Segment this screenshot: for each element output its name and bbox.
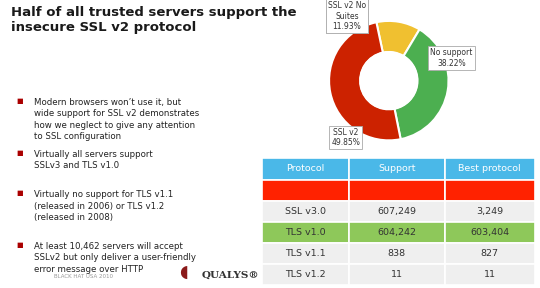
FancyBboxPatch shape (349, 179, 444, 201)
Text: Half of all trusted servers support the
insecure SSL v2 protocol: Half of all trusted servers support the … (11, 6, 296, 34)
Text: 604,242: 604,242 (377, 228, 416, 237)
Text: SSL v3.0: SSL v3.0 (285, 207, 326, 216)
FancyBboxPatch shape (262, 201, 349, 222)
Text: Best protocol: Best protocol (458, 164, 521, 173)
Text: ■: ■ (16, 190, 23, 196)
Text: QUALYS®: QUALYS® (202, 270, 259, 279)
Text: Modern browsers won’t use it, but
wide support for SSL v2 demonstrates
how we ne: Modern browsers won’t use it, but wide s… (34, 98, 199, 141)
Wedge shape (376, 21, 420, 56)
FancyBboxPatch shape (444, 158, 535, 179)
Text: 607,249: 607,249 (377, 207, 416, 216)
FancyBboxPatch shape (262, 179, 349, 201)
Circle shape (360, 52, 417, 109)
Wedge shape (395, 29, 449, 139)
FancyBboxPatch shape (349, 201, 444, 222)
Text: Virtually no support for TLS v1.1
(released in 2006) or TLS v1.2
(released in 20: Virtually no support for TLS v1.1 (relea… (34, 190, 173, 222)
Text: SSL v2
49.85%: SSL v2 49.85% (332, 128, 360, 147)
Text: ■: ■ (16, 98, 23, 104)
FancyBboxPatch shape (444, 201, 535, 222)
Text: 838: 838 (388, 249, 406, 258)
Text: 11: 11 (391, 270, 403, 279)
Text: ■: ■ (16, 150, 23, 156)
Text: SSL v2.0: SSL v2.0 (285, 185, 326, 195)
Text: TLS v1.0: TLS v1.0 (285, 228, 326, 237)
FancyBboxPatch shape (444, 222, 535, 243)
Text: At least 10,462 servers will accept
SSLv2 but only deliver a user-friendly
error: At least 10,462 servers will accept SSLv… (34, 242, 196, 274)
Text: Protocol: Protocol (286, 164, 325, 173)
Text: No support
38.22%: No support 38.22% (430, 48, 472, 68)
FancyBboxPatch shape (349, 264, 444, 285)
Text: 827: 827 (481, 249, 498, 258)
FancyBboxPatch shape (349, 158, 444, 179)
Text: 3,249: 3,249 (476, 207, 503, 216)
Wedge shape (329, 22, 401, 140)
FancyBboxPatch shape (444, 264, 535, 285)
FancyBboxPatch shape (444, 243, 535, 264)
FancyBboxPatch shape (349, 243, 444, 264)
Text: 302,886: 302,886 (377, 185, 416, 195)
Text: SSL v2 No
Suites
11.93%: SSL v2 No Suites 11.93% (328, 1, 366, 31)
FancyBboxPatch shape (262, 243, 349, 264)
Text: TLS v1.2: TLS v1.2 (285, 270, 326, 279)
Text: SSL v2 No
Suites
11.93%: SSL v2 No Suites 11.93% (328, 1, 366, 31)
Text: 11: 11 (484, 270, 496, 279)
FancyBboxPatch shape (262, 158, 349, 179)
Text: Virtually all servers support
SSLv3 and TLS v1.0: Virtually all servers support SSLv3 and … (34, 150, 153, 170)
FancyBboxPatch shape (444, 179, 535, 201)
Text: TLS v1.1: TLS v1.1 (285, 249, 326, 258)
FancyBboxPatch shape (349, 222, 444, 243)
Text: Support: Support (378, 164, 416, 173)
FancyBboxPatch shape (262, 264, 349, 285)
Text: BLACK HAT USA 2010: BLACK HAT USA 2010 (55, 274, 113, 279)
Text: 603,404: 603,404 (470, 228, 509, 237)
Text: ◖: ◖ (179, 263, 188, 281)
Text: ■: ■ (16, 242, 23, 248)
FancyBboxPatch shape (262, 222, 349, 243)
